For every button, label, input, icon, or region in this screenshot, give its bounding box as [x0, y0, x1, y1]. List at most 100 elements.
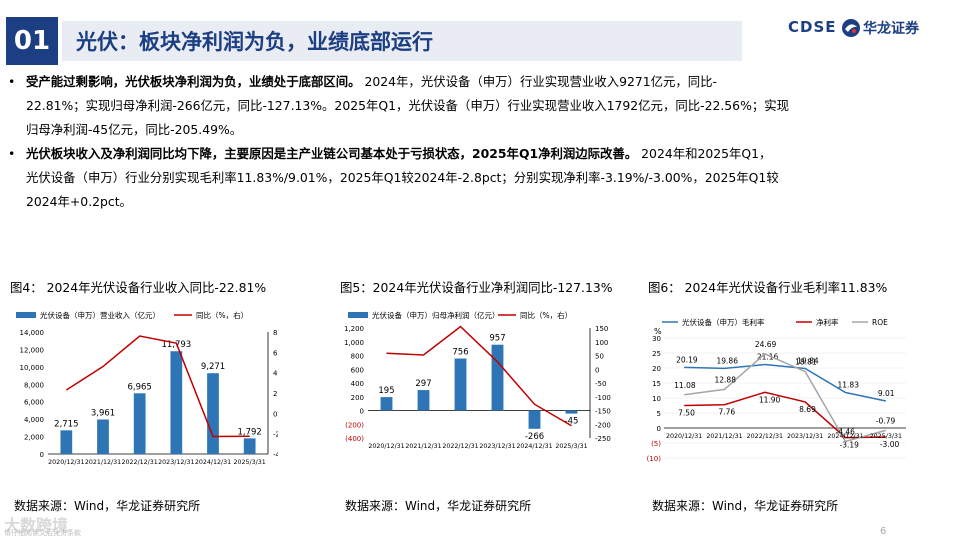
- y-tick-label: 8,000: [24, 381, 44, 389]
- data-label: 11.08: [674, 381, 696, 390]
- legend-bar-swatch: [348, 312, 368, 318]
- y2-tick-label: -150: [595, 408, 611, 416]
- data-label: 7.76: [719, 408, 736, 417]
- bar: [380, 397, 393, 411]
- y-tick-label: 400: [351, 380, 364, 388]
- data-label: 12.88: [715, 375, 737, 384]
- y-tick-label: 600: [351, 366, 364, 374]
- y2-tick-label: 0: [273, 410, 277, 418]
- bar: [528, 410, 541, 429]
- x-tick-label: 2022/12/31: [442, 443, 478, 450]
- x-tick-label: 2021/12/31: [85, 459, 121, 466]
- brand-logo: CDSE 华龙证券: [788, 18, 948, 44]
- data-label: 11.83: [838, 381, 860, 390]
- data-label: -4.46: [836, 427, 856, 436]
- data-label: 24.69: [755, 340, 777, 349]
- title-bar: 光伏：板块净利润为负，业绩底部运行: [62, 21, 742, 61]
- page-title: 光伏：板块净利润为负，业绩底部运行: [76, 30, 433, 54]
- data-label: -3.00: [880, 440, 900, 449]
- y-tick-label: 5: [657, 410, 661, 418]
- x-tick-label: 2021/12/31: [706, 433, 742, 440]
- y-tick-label: 25: [652, 350, 661, 358]
- x-tick-label: 2025/3/31: [555, 443, 587, 450]
- x-tick-label: 2020/12/31: [368, 443, 404, 450]
- data-label: -3.19: [840, 441, 860, 450]
- chart-margins: 光伏设备（申万）毛利率 净利率 ROE% (10) (5) 0 5 10 15 20 25 30 20.…: [647, 317, 906, 463]
- dragon-logo-icon: [842, 19, 860, 37]
- series-line: [684, 353, 887, 443]
- bar-data-label: 756: [452, 348, 468, 358]
- watermark: 大数跨境: [4, 516, 69, 535]
- bar-data-label: 1,792: [237, 427, 261, 437]
- disclaimer-note: 请仔细阅读文后免责条款: [4, 529, 81, 537]
- y2-tick-label: 60: [273, 349, 278, 357]
- y2-tick-label: -250: [595, 435, 611, 443]
- bar-data-label: 3,961: [91, 408, 115, 418]
- bullet-list: • 受产能过剩影响，光伏板块净利润为负，业绩处于底部区间。 2024年，光伏设备…: [8, 70, 953, 214]
- section-number: 01: [6, 17, 58, 65]
- y-tick-label: 4,000: [24, 416, 44, 424]
- data-label: 20.19: [676, 355, 698, 364]
- data-label: 21.16: [757, 353, 779, 362]
- data-label: 11.90: [759, 395, 781, 404]
- bar-data-label: -266: [525, 432, 544, 442]
- bar-data-label: -45: [565, 417, 579, 427]
- logo-text-en: CDSE: [788, 18, 837, 36]
- bar-data-label: 6,965: [127, 382, 151, 392]
- y-tick-label: 0: [40, 451, 44, 459]
- y2-tick-label: -20: [273, 431, 278, 439]
- y-tick-label: (200): [345, 421, 364, 429]
- x-tick-label: 2023/12/31: [787, 433, 823, 440]
- series-line: [684, 391, 886, 439]
- bullet-item: • 光伏板块收入及净利润同比均下降，主要原因是主产业链公司基本处于亏损状态，20…: [8, 146, 779, 209]
- figure-4-source: 数据来源：Wind，华龙证券研究所: [14, 499, 201, 513]
- y2-tick-label: 150: [595, 325, 608, 333]
- y-tick-label: (10): [647, 455, 662, 463]
- chart-revenue: 光伏设备（申万）营业收入（亿元） 同比（%，右） 0 2,000 4,000 6,000 8…: [16, 310, 278, 466]
- yoy-line: [65, 335, 250, 438]
- y-tick-label: 1,000: [344, 339, 364, 347]
- y2-tick-label: 80: [273, 329, 278, 337]
- data-label: 8.69: [799, 405, 816, 414]
- figure-4-title: 图4： 2024年光伏设备行业收入同比-22.81%: [10, 280, 267, 295]
- bar-data-label: 2,715: [54, 419, 78, 429]
- legend-line-label: 同比（%，右）: [196, 310, 248, 320]
- bar-data-label: 957: [489, 334, 505, 344]
- x-tick-label: 2025/3/31: [234, 459, 266, 466]
- y-tick-label: (5): [651, 440, 661, 448]
- y-tick-label: 800: [351, 353, 364, 361]
- y-tick-label: 2,000: [24, 434, 44, 442]
- y2-tick-label: 0: [595, 366, 599, 374]
- data-label: 19.86: [717, 356, 739, 365]
- x-tick-label: 2022/12/31: [747, 433, 783, 440]
- y2-tick-label: 40: [273, 370, 278, 378]
- legend-bar-label: 光伏设备（申万）营业收入（亿元）: [40, 310, 160, 320]
- x-tick-label: 2020/12/31: [48, 459, 84, 466]
- y-tick-label: 30: [652, 335, 661, 343]
- bar: [417, 390, 430, 411]
- y-tick-label: 14,000: [20, 329, 45, 337]
- x-tick-label: 2025/3/31: [870, 433, 902, 440]
- logo-text-cn: 华龙证券: [863, 21, 919, 37]
- y-tick-label: 10: [652, 395, 661, 403]
- y-tick-label: 0: [657, 425, 661, 433]
- bar: [565, 410, 578, 414]
- figure-6-source: 数据来源：Wind，华龙证券研究所: [652, 499, 839, 513]
- figure-5-title: 图5：2024年光伏设备行业净利润同比-127.13%: [340, 280, 613, 295]
- bar: [60, 430, 73, 454]
- bullet-item: • 受产能过剩影响，光伏板块净利润为负，业绩处于底部区间。 2024年，光伏设备…: [8, 74, 790, 137]
- bar: [454, 358, 467, 411]
- figure-6-title: 图6： 2024年光伏设备行业毛利率11.83%: [648, 280, 888, 295]
- chart-net-profit: 光伏设备（申万）归母净利润（亿元） 同比（%，右） (400) (200) 0 200 40…: [344, 310, 611, 450]
- y2-tick-label: 50: [595, 353, 604, 361]
- figure-5-source: 数据来源：Wind，华龙证券研究所: [345, 499, 532, 513]
- data-label: 7.50: [678, 409, 695, 418]
- x-tick-label: 2023/12/31: [479, 443, 515, 450]
- x-tick-label: 2021/12/31: [405, 443, 441, 450]
- bar: [491, 344, 504, 411]
- data-label: 18.81: [795, 358, 817, 367]
- y-unit-label: %: [654, 327, 662, 336]
- bar-data-label: 195: [378, 386, 394, 396]
- series-line: [684, 363, 886, 402]
- legend-line-label: 同比（%，右）: [520, 310, 572, 320]
